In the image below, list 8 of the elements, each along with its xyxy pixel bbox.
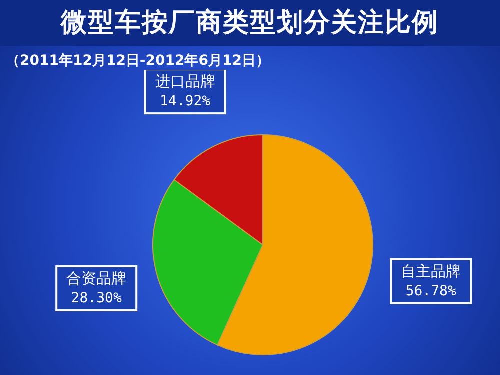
slice-label: 合资品牌 [66, 270, 127, 288]
data-label: 14.92% [160, 94, 212, 110]
chart-title: 微型车按厂商类型划分关注比例 [0, 0, 500, 46]
data-label: 56.78% [406, 283, 457, 300]
chart-subtitle: （2011年12月12日-2012年6月12日） [6, 52, 270, 70]
slice-label: 自主品牌 [401, 262, 462, 280]
data-label: 28.30% [71, 290, 122, 307]
slice-label: 进口品牌 [155, 72, 216, 91]
